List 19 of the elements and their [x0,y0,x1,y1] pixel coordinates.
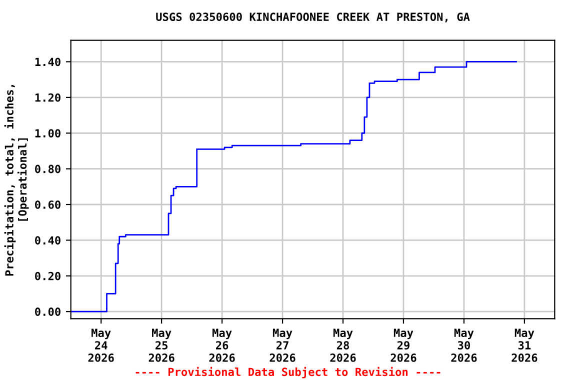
y-tick-label: 0.20 [35,272,60,280]
x-tick-label: May 26 2026 [209,328,235,362]
y-tick-label: 0.60 [35,200,60,209]
y-axis-title: Precipitation, total, inches, [Operational] [4,85,29,276]
x-tick-label: May 29 2026 [390,328,416,362]
x-tick-label: May 24 2026 [88,328,114,362]
x-tick-label: May 27 2026 [270,328,296,362]
x-tick-label: May 31 2026 [512,328,538,362]
y-tick-label: 0.80 [35,164,60,174]
text: ---- Provisional Data Subject to Revision ---- [136,366,440,378]
x-tick-label: May 30 2026 [451,328,477,362]
y-tick-label: 1.20 [35,93,60,102]
y-tick-label: 1.40 [35,58,60,66]
y-tick-label: 0.40 [35,236,60,245]
y-tick-label: 1.00 [35,129,60,138]
chart-title: USGS 02350600 KINCHAFOONEE CREEK AT PRESTON, GA [156,12,470,22]
y-tick-label: 0.00 [35,308,60,316]
x-tick-label: May 28 2026 [330,328,356,362]
x-tick-label: May 25 2026 [148,328,174,362]
